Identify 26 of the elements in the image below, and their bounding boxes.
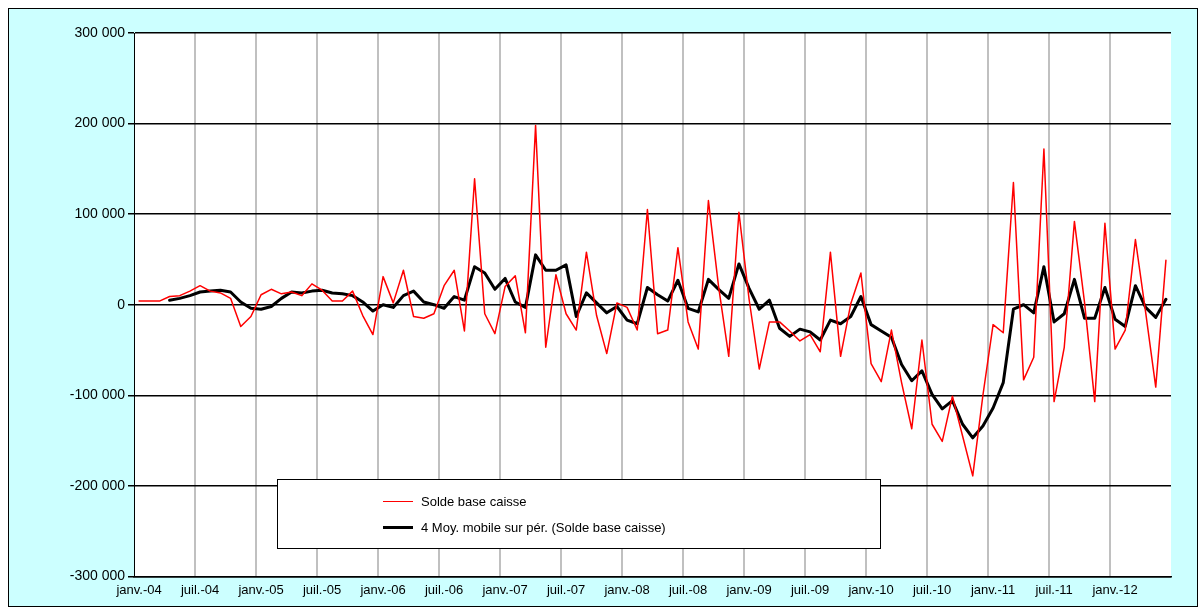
y-tick-label: 200 000 xyxy=(74,114,126,131)
x-tick-label: juil.-10 xyxy=(911,581,952,597)
y-tick-label: 300 000 xyxy=(74,23,126,40)
x-tick-label: janv.-12 xyxy=(1091,581,1138,597)
x-tick-label: juil.-11 xyxy=(1034,581,1073,597)
legend-label: 4 Moy. mobile sur pér. (Solde base caisse) xyxy=(421,519,666,535)
x-tick-label: juil.-05 xyxy=(301,581,342,597)
legend-label: Solde base caisse xyxy=(421,493,527,509)
x-tick-label: janv.-07 xyxy=(481,581,528,597)
x-tick-label: janv.-06 xyxy=(359,581,406,597)
x-tick-label: janv.-04 xyxy=(115,581,162,597)
x-tick-label: juil.-04 xyxy=(179,581,220,597)
y-tick-label: -100 000 xyxy=(69,386,126,403)
x-tick-label: juil.-09 xyxy=(789,581,830,597)
x-tick-label: janv.-10 xyxy=(847,581,894,597)
x-tick-label: janv.-05 xyxy=(237,581,284,597)
x-tick-label: juil.-07 xyxy=(545,581,586,597)
y-tick-label: 0 xyxy=(117,295,126,312)
y-tick-label: -200 000 xyxy=(69,476,126,493)
x-tick-label: janv.-09 xyxy=(725,581,772,597)
y-tick-label: 100 000 xyxy=(74,204,126,221)
x-tick-label: janv.-11 xyxy=(969,581,1016,597)
x-tick-label: juil.-08 xyxy=(667,581,708,597)
y-tick-label: -300 000 xyxy=(69,567,126,584)
x-tick-label: janv.-08 xyxy=(603,581,650,597)
x-tick-label: juil.-06 xyxy=(423,581,464,597)
